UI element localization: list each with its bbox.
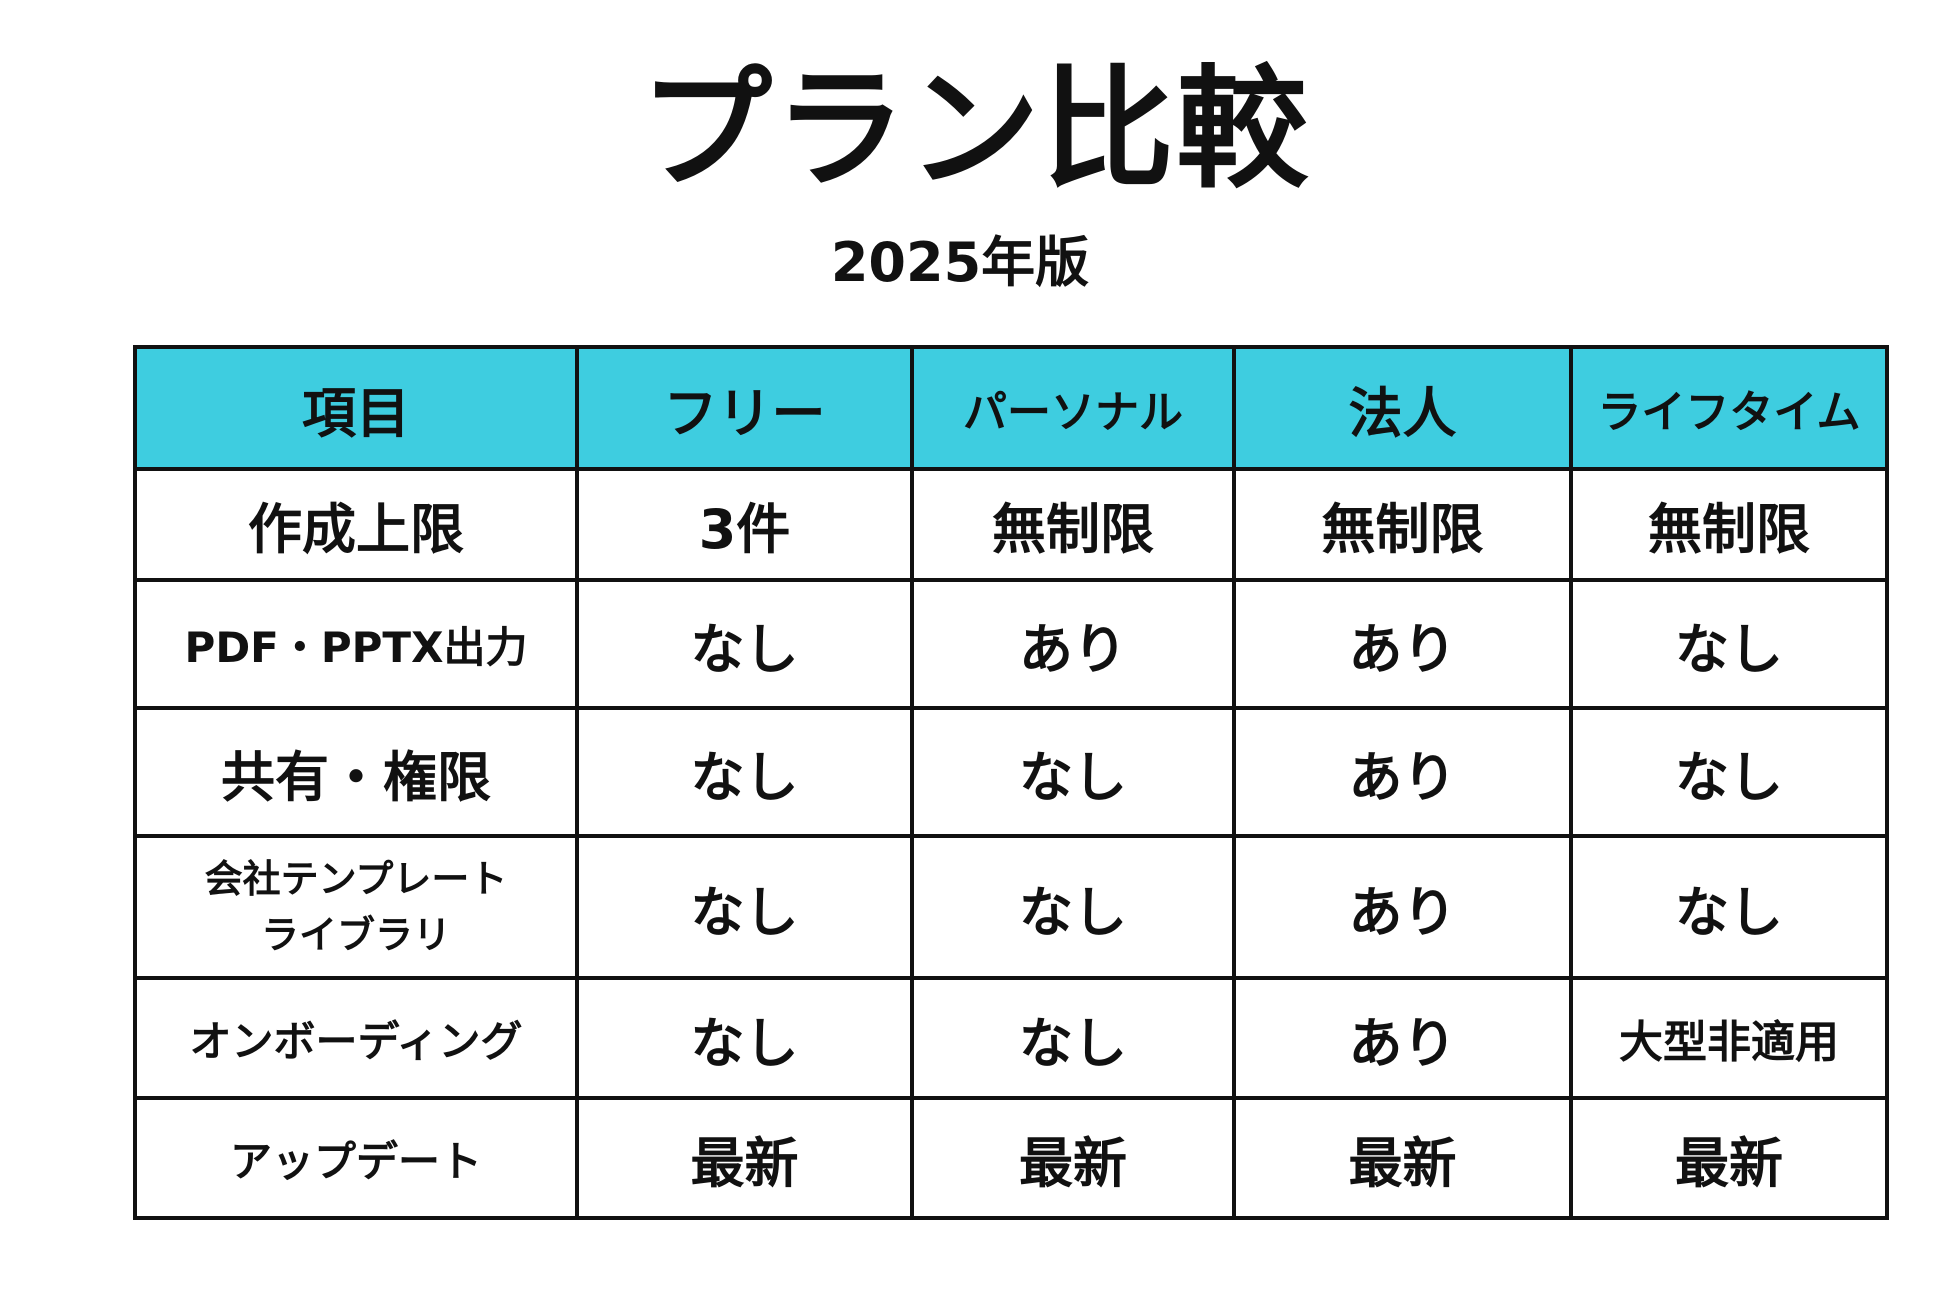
cell-corporate: 最新	[1232, 1096, 1573, 1220]
table-row: 共有・権限 なし なし あり なし	[133, 706, 1889, 838]
row-label-updates: アップデート	[133, 1096, 579, 1220]
row-label-line: ライブラリ	[260, 913, 451, 957]
cell-personal: なし	[910, 706, 1236, 838]
header-lifetime-plan: ライフタイム	[1569, 345, 1889, 471]
table-row: 会社テンプレート ライブラリ なし なし あり なし	[133, 834, 1889, 980]
cell-free: なし	[575, 834, 914, 980]
cell-corporate: あり	[1232, 834, 1573, 980]
page-title: プラン比較	[640, 53, 1310, 207]
cell-personal: なし	[910, 976, 1236, 1100]
plan-comparison-table: 項目 フリー パーソナル 法人 ライフタイム 作成上限 3件 無制限 無制限 無…	[133, 345, 1889, 1220]
cell-personal: 最新	[910, 1096, 1236, 1220]
cell-lifetime: なし	[1569, 706, 1889, 838]
cell-lifetime: 無制限	[1569, 467, 1889, 582]
cell-free: なし	[575, 976, 914, 1100]
table-row: アップデート 最新 最新 最新 最新	[133, 1096, 1889, 1220]
cell-lifetime: 最新	[1569, 1096, 1889, 1220]
cell-corporate: あり	[1232, 706, 1573, 838]
header-free-plan: フリー	[575, 345, 914, 471]
cell-lifetime: なし	[1569, 578, 1889, 710]
row-label-creation-limit: 作成上限	[133, 467, 579, 582]
row-label-template-library: 会社テンプレート ライブラリ	[133, 834, 579, 980]
cell-free: 3件	[575, 467, 914, 582]
cell-free: 最新	[575, 1096, 914, 1220]
cell-personal: 無制限	[910, 467, 1236, 582]
page-subtitle: 2025年版	[830, 231, 1090, 294]
cell-personal: なし	[910, 834, 1236, 980]
cell-free: なし	[575, 578, 914, 710]
header-corporate-plan: 法人	[1232, 345, 1573, 471]
header-personal-plan: パーソナル	[910, 345, 1236, 471]
cell-personal: あり	[910, 578, 1236, 710]
table-row: PDF・PPTX出力 なし あり あり なし	[133, 578, 1889, 710]
row-label-line: 会社テンプレート	[204, 857, 508, 901]
cell-lifetime: 大型非適用	[1569, 976, 1889, 1100]
cell-free: なし	[575, 706, 914, 838]
row-label-export: PDF・PPTX出力	[133, 578, 579, 710]
cell-lifetime: なし	[1569, 834, 1889, 980]
header-row: 項目 フリー パーソナル 法人 ライフタイム	[133, 345, 1889, 471]
table-row: 作成上限 3件 無制限 無制限 無制限	[133, 467, 1889, 582]
cell-corporate: 無制限	[1232, 467, 1573, 582]
row-label-sharing: 共有・権限	[133, 706, 579, 838]
row-label-onboarding: オンボーディング	[133, 976, 579, 1100]
cell-corporate: あり	[1232, 578, 1573, 710]
table-row: オンボーディング なし なし あり 大型非適用	[133, 976, 1889, 1100]
header-item: 項目	[133, 345, 579, 471]
cell-corporate: あり	[1232, 976, 1573, 1100]
